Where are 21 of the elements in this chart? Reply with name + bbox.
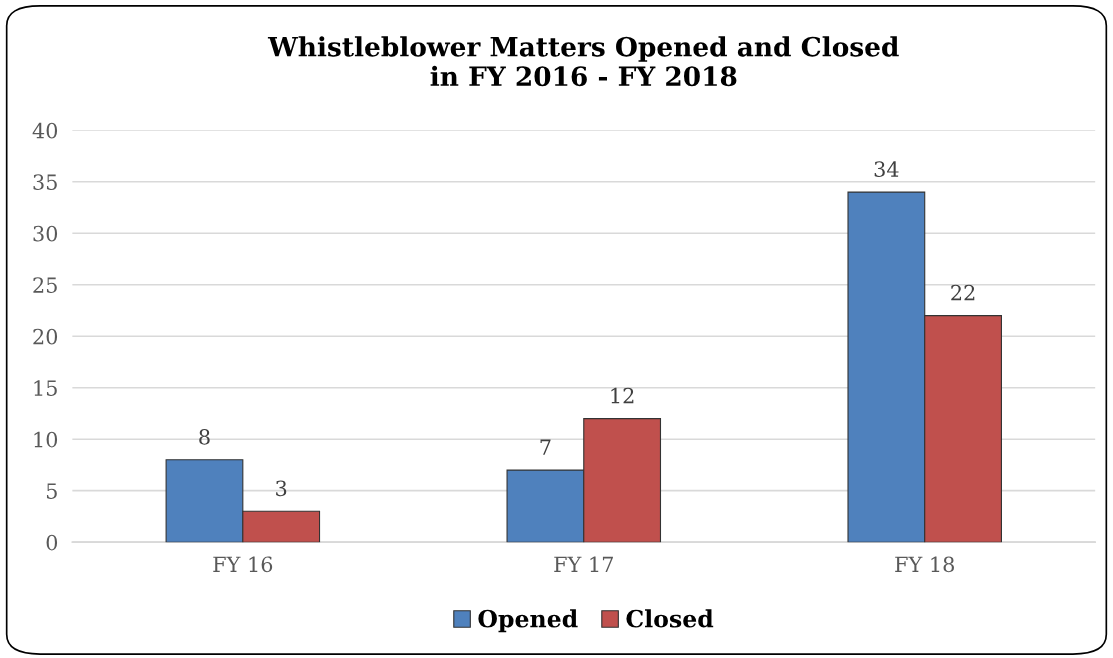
data-label: 34 xyxy=(874,161,899,177)
y-tick-label: 10 xyxy=(34,431,58,448)
y-tick-label: 35 xyxy=(33,174,57,190)
y-tick-label: 15 xyxy=(34,380,57,396)
x-tick-label: FY 16 xyxy=(213,556,273,573)
y-tick-label: 0 xyxy=(46,534,58,551)
data-label: 12 xyxy=(611,387,634,404)
y-tick-label: 30 xyxy=(33,225,58,242)
y-tick-label: 25 xyxy=(33,277,57,293)
chart-title: Whistleblower Matters Opened and Closed in FY 2016 - FY 2018 xyxy=(267,36,899,87)
y-tick-label: 5 xyxy=(46,483,57,499)
y-tick-label: 40 xyxy=(32,122,58,139)
legend-label: Opened xyxy=(478,609,578,633)
data-label: 22 xyxy=(951,284,975,301)
x-tick-label: FY 18 xyxy=(895,556,954,573)
data-label: 3 xyxy=(276,480,287,497)
legend-label: Closed xyxy=(626,609,714,628)
data-label: 8 xyxy=(199,428,210,445)
x-tick-label: FY 17 xyxy=(554,556,613,572)
y-tick-label: 20 xyxy=(33,328,58,345)
data-label: 7 xyxy=(540,439,551,455)
